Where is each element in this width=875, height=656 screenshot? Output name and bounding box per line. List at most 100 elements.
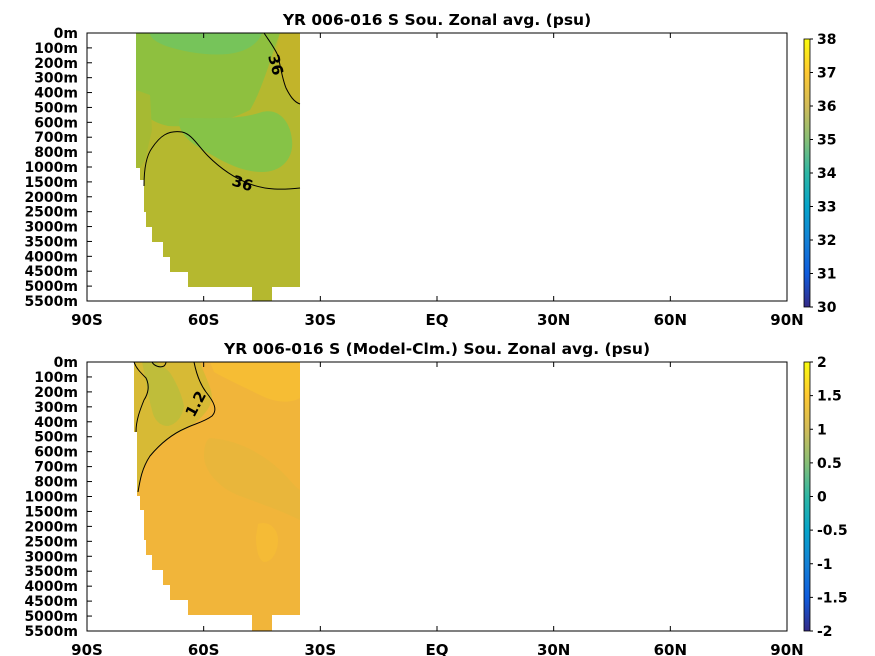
y-tick-label: 400m: [34, 415, 78, 431]
panel1-title: YR 006-016 S Sou. Zonal avg. (psu): [282, 11, 591, 29]
x-tick-label: 60N: [654, 641, 687, 656]
y-tick-label: 2500m: [24, 205, 78, 221]
panel1-contour-label-deep: 36: [230, 172, 255, 196]
colorbar-tick-label: 34: [817, 166, 837, 182]
y-tick-label: 100m: [34, 370, 78, 386]
x-tick-label: 90N: [770, 641, 803, 656]
panel2-y-ticks: 0m100m200m300m400m500m600m700m800m1000m1…: [24, 355, 92, 640]
y-tick-label: 700m: [34, 130, 78, 146]
y-tick-label: 3000m: [24, 220, 78, 236]
y-tick-label: 4500m: [24, 594, 78, 610]
y-tick-label: 4000m: [24, 249, 78, 265]
panel2-field-high-surface: [210, 362, 300, 402]
y-tick-label: 1000m: [24, 490, 78, 506]
y-tick-label: 300m: [34, 400, 78, 416]
x-tick-label: 90S: [71, 641, 103, 656]
panel2-contour-upper: [133, 361, 149, 433]
y-tick-label: 300m: [34, 71, 78, 87]
y-tick-label: 1500m: [24, 504, 78, 520]
panel1-field-upper: [136, 33, 280, 127]
colorbar-tick-label: 33: [817, 200, 836, 216]
y-tick-label: 2000m: [24, 519, 78, 535]
colorbar-tick-label: 0: [817, 490, 827, 506]
y-tick-label: 3000m: [24, 549, 78, 565]
panel1-colorbar: [803, 38, 811, 308]
colorbar-tick-label: 32: [817, 233, 836, 249]
x-tick-label: 60S: [188, 311, 220, 329]
panel1-y-ticks: 0m100m200m300m400m500m600m700m800m1000m1…: [24, 26, 92, 310]
y-tick-label: 200m: [34, 56, 78, 72]
y-tick-label: 500m: [34, 100, 78, 116]
panel2-field-high-deep: [256, 522, 278, 562]
y-tick-label: 2000m: [24, 190, 78, 206]
colorbar-tick-label: 1.5: [817, 389, 842, 405]
panel2-colorbar: [803, 361, 811, 632]
y-tick-label: 800m: [34, 145, 78, 161]
x-tick-label: 30N: [537, 641, 570, 656]
panel2-title: YR 006-016 S (Model-Clm.) Sou. Zonal avg…: [223, 340, 650, 358]
y-tick-label: 1000m: [24, 160, 78, 176]
x-tick-label: 30S: [304, 311, 336, 329]
y-tick-label: 3500m: [24, 564, 78, 580]
x-tick-label: 60S: [188, 641, 220, 656]
y-tick-label: 5500m: [24, 624, 78, 640]
panel1-field-aaiw: [179, 111, 293, 172]
y-tick-label: 2500m: [24, 534, 78, 550]
panel2-colorbar-ticks: -2 -1.5 -1 -0.5 0 0.5 1 1.5 2: [810, 355, 848, 640]
x-tick-label: 30S: [304, 641, 336, 656]
y-tick-label: 700m: [34, 460, 78, 476]
y-tick-label: 600m: [34, 115, 78, 131]
colorbar-tick-label: 35: [817, 133, 836, 149]
y-tick-label: 3500m: [24, 234, 78, 250]
x-tick-label: 90N: [770, 311, 803, 329]
panel2-field: [134, 362, 300, 631]
panel1-field-subtropical: [277, 33, 300, 104]
panel2-x-ticks: 90S 60S 30S EQ 30N 60N 90N: [71, 362, 804, 656]
panel2-contour-main: [137, 361, 216, 493]
y-tick-label: 100m: [34, 41, 78, 57]
y-tick-label: 800m: [34, 475, 78, 491]
y-tick-label: 4500m: [24, 264, 78, 280]
colorbar-tick-label: 37: [817, 66, 836, 82]
panel-salinity: YR 006-016 S Sou. Zonal avg. (psu) 36 36…: [24, 11, 836, 329]
y-tick-label: 0m: [54, 355, 78, 371]
y-tick-label: 0m: [54, 26, 78, 42]
panel1-x-ticks: 90S 60S 30S EQ 30N 60N 90N: [71, 33, 804, 329]
y-tick-label: 200m: [34, 385, 78, 401]
y-tick-label: 4000m: [24, 579, 78, 595]
colorbar-tick-label: 31: [817, 267, 836, 283]
colorbar-tick-label: -0.5: [817, 523, 848, 539]
colorbar-tick-label: 38: [817, 32, 836, 48]
colorbar-tick-label: -1: [817, 557, 833, 573]
panel2-field-lowest: [142, 362, 184, 426]
x-tick-label: 90S: [71, 311, 103, 329]
colorbar-tick-label: 2: [817, 355, 827, 371]
panel1-contour-36-upper: [263, 32, 301, 105]
x-tick-label: EQ: [426, 311, 449, 329]
colorbar-tick-label: -2: [817, 624, 833, 640]
colorbar-tick-label: -1.5: [817, 590, 848, 606]
colorbar-tick-label: 1: [817, 422, 827, 438]
x-tick-label: 60N: [654, 311, 687, 329]
y-tick-label: 1500m: [24, 175, 78, 191]
panel1-contour-label-upper: 36: [264, 52, 287, 77]
colorbar-tick-label: 0.5: [817, 456, 842, 472]
panel-salinity-bias: YR 006-016 S (Model-Clm.) Sou. Zonal avg…: [24, 340, 847, 656]
panel1-field-surface-core: [150, 33, 262, 55]
y-tick-label: 600m: [34, 445, 78, 461]
panel1-field-shelf: [136, 90, 152, 168]
panel1-colorbar-ticks: 30 31 32 33 34 35 36 37 38: [810, 32, 837, 316]
x-tick-label: EQ: [426, 641, 449, 656]
colorbar-tick-label: 36: [817, 99, 836, 115]
y-tick-label: 400m: [34, 86, 78, 102]
panel2-field-mid: [204, 438, 300, 520]
y-tick-label: 500m: [34, 430, 78, 446]
y-tick-label: 5000m: [24, 279, 78, 295]
panel1-field: [136, 33, 300, 301]
colorbar-tick-label: 30: [817, 300, 837, 316]
y-tick-label: 5000m: [24, 609, 78, 625]
x-tick-label: 30N: [537, 311, 570, 329]
panel1-contour-36-deep: [143, 131, 301, 190]
y-tick-label: 5500m: [24, 294, 78, 310]
